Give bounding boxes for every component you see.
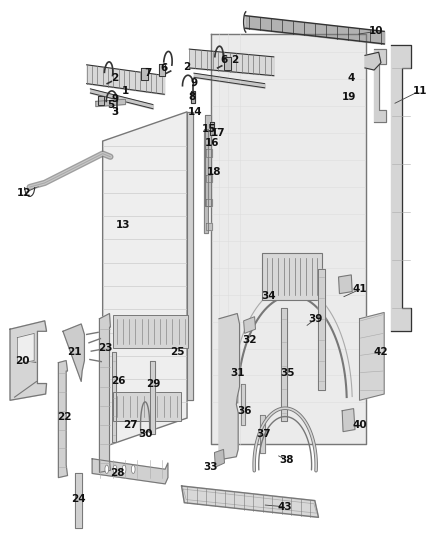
Circle shape [131,465,135,473]
Text: 19: 19 [342,92,356,102]
Polygon shape [58,360,67,478]
Polygon shape [365,52,381,70]
Polygon shape [241,384,245,425]
Polygon shape [342,409,355,432]
Text: 4: 4 [348,74,355,83]
Polygon shape [210,122,215,135]
Polygon shape [374,49,385,122]
Text: 33: 33 [204,462,218,472]
Text: 5: 5 [107,100,114,109]
Bar [113,314,188,348]
Polygon shape [75,473,82,528]
Text: 37: 37 [256,429,271,439]
Text: 13: 13 [116,220,131,230]
Bar [113,392,181,421]
Text: 1: 1 [122,86,129,96]
Text: 11: 11 [413,86,427,96]
Polygon shape [99,313,110,472]
Polygon shape [112,352,117,442]
Polygon shape [182,486,318,518]
Text: 36: 36 [237,406,251,416]
Text: 15: 15 [202,124,216,134]
Text: 18: 18 [207,167,222,177]
Text: 14: 14 [188,107,203,117]
Text: 32: 32 [243,335,257,345]
Text: 6: 6 [161,63,168,73]
Text: 8: 8 [188,92,195,102]
Text: 28: 28 [110,469,125,479]
Text: 38: 38 [279,455,294,465]
Text: 16: 16 [205,138,219,148]
Polygon shape [318,269,325,390]
Text: 43: 43 [278,502,293,512]
Bar [262,253,321,300]
Text: 7: 7 [145,68,152,78]
Polygon shape [281,308,286,421]
Polygon shape [215,449,225,467]
Text: 24: 24 [71,494,86,504]
Text: 29: 29 [146,378,160,389]
Polygon shape [159,64,165,76]
Text: 27: 27 [123,421,138,430]
Text: 41: 41 [352,285,367,295]
Text: 12: 12 [17,188,31,198]
Circle shape [105,465,109,473]
Polygon shape [205,128,208,233]
Polygon shape [339,275,352,294]
Text: 30: 30 [138,429,152,439]
Polygon shape [225,58,231,70]
Text: 42: 42 [374,347,388,357]
Polygon shape [150,360,155,434]
Text: 26: 26 [111,376,126,386]
Polygon shape [219,313,240,460]
Polygon shape [206,174,212,182]
Polygon shape [191,91,195,103]
Text: 3: 3 [111,107,119,117]
Text: 34: 34 [261,291,276,301]
Text: 22: 22 [57,412,72,422]
Text: 10: 10 [369,26,384,36]
Polygon shape [18,333,34,364]
Polygon shape [98,96,104,104]
Polygon shape [206,223,212,230]
Text: 9: 9 [111,94,119,104]
Polygon shape [392,45,411,332]
Text: 20: 20 [14,356,29,366]
Text: 40: 40 [352,421,367,430]
Text: 23: 23 [98,343,112,353]
Text: 39: 39 [308,314,323,324]
Circle shape [122,465,126,473]
Polygon shape [244,317,255,333]
Polygon shape [260,415,265,453]
Text: 25: 25 [170,347,184,357]
Text: 9: 9 [191,78,198,87]
Polygon shape [187,112,193,400]
Text: 2: 2 [111,74,119,83]
Polygon shape [360,312,384,400]
Text: 31: 31 [230,368,244,378]
Text: 35: 35 [280,368,295,378]
Polygon shape [102,112,187,447]
Text: 2: 2 [231,54,239,64]
Polygon shape [205,115,211,206]
Text: 17: 17 [211,128,226,138]
Polygon shape [63,324,85,382]
Polygon shape [211,35,366,444]
Polygon shape [10,321,46,400]
Polygon shape [141,68,148,80]
Text: 6: 6 [221,54,228,64]
Polygon shape [92,459,168,484]
Polygon shape [96,99,125,107]
Polygon shape [206,149,212,157]
Polygon shape [206,199,212,206]
Text: 21: 21 [67,347,81,357]
Text: 2: 2 [184,62,191,72]
Circle shape [113,465,117,473]
